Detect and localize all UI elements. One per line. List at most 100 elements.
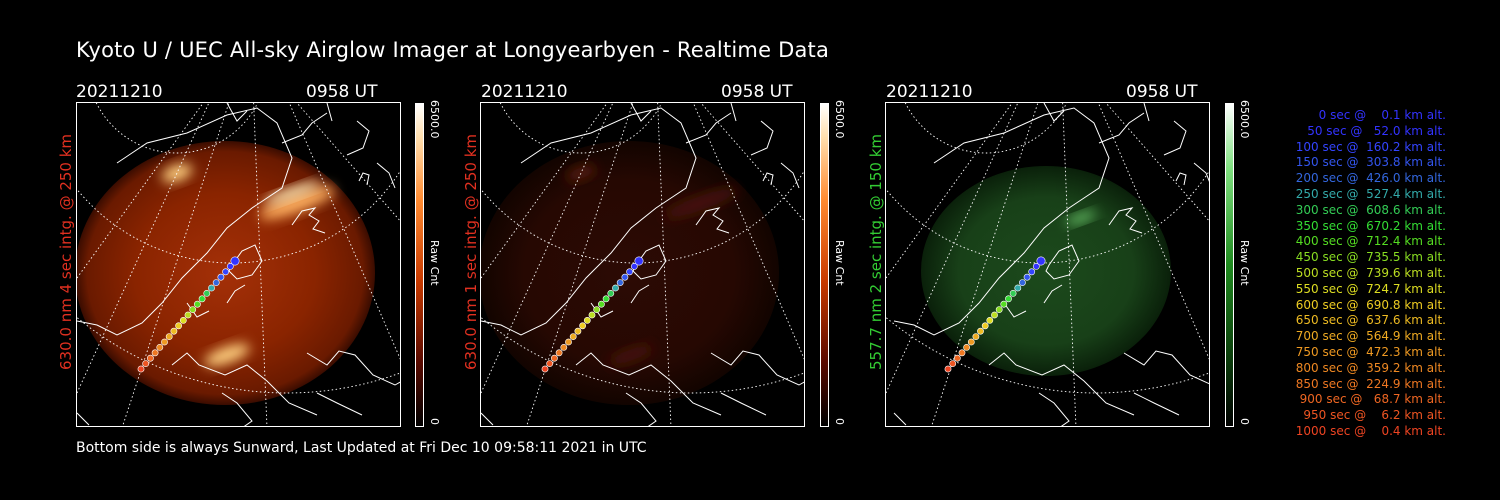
trajectory-point: [621, 273, 629, 281]
legend-entry: 250 sec @ 527.4 km alt.: [1291, 186, 1446, 201]
trajectory-point: [958, 349, 966, 357]
trajectory-point: [1000, 300, 1008, 308]
aurora-feature: [259, 186, 335, 220]
colorbar-2-min: 0: [833, 418, 846, 425]
trajectory-point: [574, 327, 582, 335]
trajectory-point: [212, 279, 220, 286]
coastline-map: [893, 103, 1209, 426]
legend-entry: 300 sec @ 608.6 km alt.: [1291, 202, 1446, 217]
aurora-feature: [161, 163, 193, 183]
legend-entry: 150 sec @ 303.8 km alt.: [1291, 155, 1446, 170]
trajectory-point: [602, 295, 610, 303]
legend-entry: 400 sec @ 712.4 km alt.: [1291, 234, 1446, 249]
legend-entry: 700 sec @ 564.9 km alt.: [1291, 329, 1446, 344]
trajectory-point: [170, 327, 178, 335]
trajectory-legend: 0 sec @ 0.1 km alt. 50 sec @ 52.0 km alt…: [1256, 108, 1446, 440]
trajectory-point: [995, 306, 1003, 313]
trajectory-point: [560, 343, 568, 351]
colorbar-3: [1225, 103, 1234, 427]
legend-entry: 50 sec @ 52.0 km alt.: [1299, 123, 1446, 138]
trajectory-point: [226, 262, 234, 270]
panel-canvas: [481, 103, 804, 426]
trajectory-point: [630, 262, 638, 270]
trajectory-point: [1009, 289, 1017, 297]
trajectory-point: [198, 295, 206, 303]
lat-lon-grid: [77, 103, 400, 426]
aurora-feature: [1065, 211, 1097, 225]
page-title: Kyoto U / UEC All-sky Airglow Imager at …: [76, 38, 830, 62]
panel-1-date: 20211210: [76, 82, 163, 102]
panel-canvas: [77, 103, 400, 426]
trajectory-point: [142, 360, 150, 367]
trajectory-point: [616, 279, 624, 286]
panel-2-side-label: 630.0 nm 1 sec intg. @ 250 km: [462, 133, 480, 370]
trajectory-point: [165, 333, 173, 340]
trajectory-point: [217, 273, 225, 281]
legend-entry: 750 sec @ 472.3 km alt.: [1291, 344, 1446, 359]
trajectory-point: [147, 354, 154, 362]
trajectory-point: [963, 343, 970, 351]
trajectory-point: [944, 365, 952, 373]
trajectory-point: [579, 322, 586, 330]
trajectory-point: [179, 316, 187, 324]
trajectory-point: [565, 338, 572, 346]
colorbar-2-unit: Raw Cnt: [833, 240, 846, 286]
lat-lon-grid: [886, 103, 1209, 426]
legend-entry: 350 sec @ 670.2 km alt.: [1291, 218, 1446, 233]
trajectory-point: [583, 316, 591, 324]
panel-1-side-label: 630.0 nm 4 sec intg. @ 250 km: [57, 133, 75, 370]
panel-canvas: [886, 103, 1209, 426]
trajectory-point: [991, 311, 998, 319]
legend-entry: 600 sec @ 690.8 km alt.: [1291, 297, 1446, 312]
panel-2-date: 20211210: [481, 82, 568, 102]
aurora-feature: [663, 187, 739, 219]
legend-entry: 950 sec @ 6.2 km alt.: [1299, 408, 1446, 423]
trajectory-point: [1023, 273, 1031, 281]
legend-entry: 850 sec @ 224.9 km alt.: [1291, 376, 1446, 391]
trajectory-point: [1014, 284, 1022, 292]
trajectory-point: [598, 300, 605, 308]
colorbar-1-min: 0: [428, 418, 441, 425]
trajectory-point: [137, 365, 145, 373]
airglow-image-panel-3: [885, 102, 1210, 427]
trajectory-point: [986, 316, 994, 324]
trajectory-point: [953, 354, 961, 362]
trajectory-point: [222, 268, 229, 276]
trajectory-point: [588, 311, 596, 319]
trajectory-point: [967, 338, 975, 346]
trajectory-point: [569, 333, 577, 340]
trajectory-point: [1018, 279, 1026, 286]
trajectory-point: [546, 360, 554, 367]
trajectory-point: [1005, 295, 1012, 303]
legend-entry: 450 sec @ 735.5 km alt.: [1291, 250, 1446, 265]
trajectory-point: [541, 365, 549, 373]
panel-2-time: 0958 UT: [721, 82, 793, 102]
trajectory-point: [626, 268, 633, 276]
trajectory-point: [981, 322, 989, 330]
colorbar-2-max: 6500.0: [833, 100, 846, 139]
legend-entry: 200 sec @ 426.0 km alt.: [1291, 171, 1446, 186]
aurora-feature: [608, 345, 654, 365]
trajectory-point: [230, 256, 240, 266]
trajectory-point: [551, 354, 558, 362]
trajectory-point: [156, 343, 164, 351]
trajectory-point: [194, 300, 201, 308]
colorbar-1-max: 6500.0: [428, 100, 441, 139]
trajectory-point: [161, 338, 168, 346]
panel-1-time: 0958 UT: [306, 82, 378, 102]
trajectory-point: [977, 327, 984, 335]
trajectory-point: [634, 256, 644, 266]
panel-3-date: 20211210: [886, 82, 973, 102]
colorbar-1-unit: Raw Cnt: [428, 240, 441, 286]
trajectory-point: [1032, 262, 1040, 270]
trajectory-point: [1036, 256, 1046, 266]
colorbar-1: [415, 103, 424, 427]
panel-3-side-label: 557.7 nm 2 sec intg. @ 150 km: [867, 133, 885, 370]
trajectory-point: [203, 289, 211, 297]
coastline-map: [481, 103, 804, 426]
trajectory-point: [555, 349, 563, 357]
trajectory-point: [949, 360, 957, 367]
rocket-trajectory: [137, 256, 240, 373]
coastline-map: [77, 103, 400, 426]
legend-entry: 500 sec @ 739.6 km alt.: [1291, 265, 1446, 280]
